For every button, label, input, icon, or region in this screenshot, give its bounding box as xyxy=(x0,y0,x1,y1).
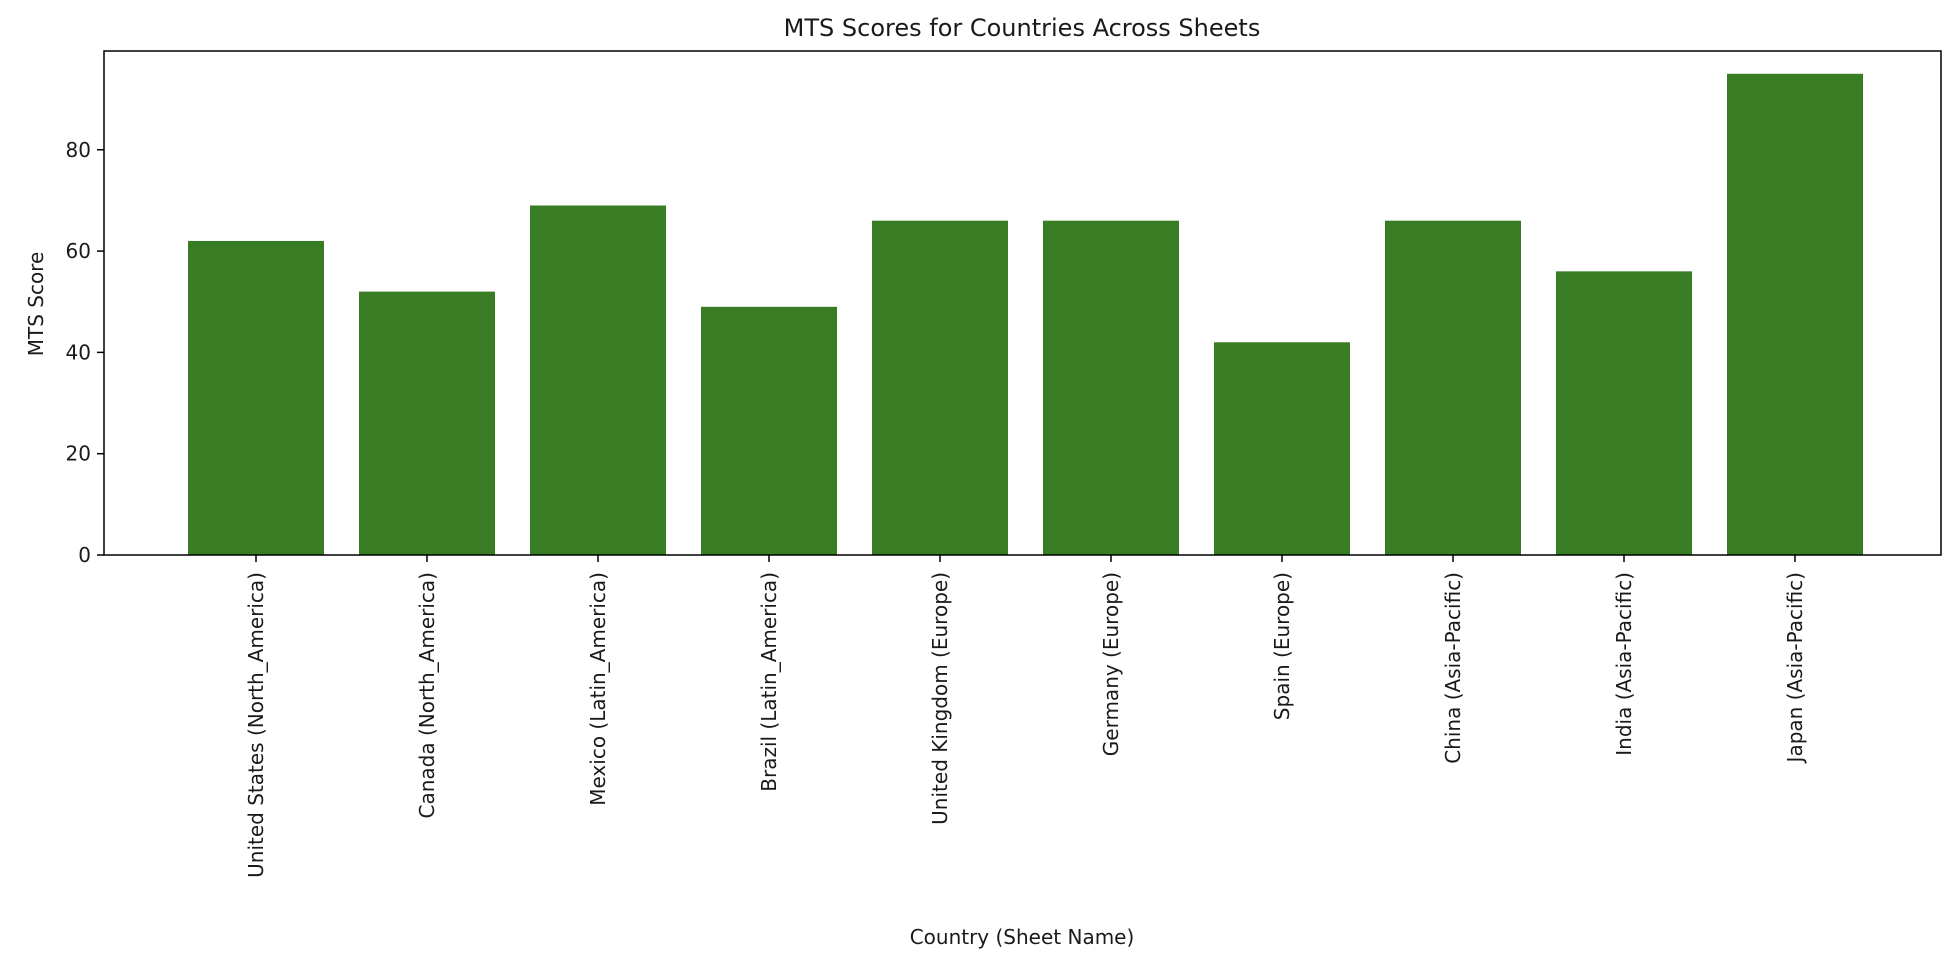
bar-9 xyxy=(1556,271,1692,555)
bar-2 xyxy=(359,291,495,555)
y-tick-label: 20 xyxy=(66,442,91,466)
x-tick-label: United States (North_America) xyxy=(244,572,268,878)
bar-1 xyxy=(188,240,324,555)
plot-frame xyxy=(103,50,1942,556)
y-tick-label: 0 xyxy=(78,543,91,567)
bar-10 xyxy=(1727,73,1863,555)
y-axis-label: MTS Score xyxy=(24,252,48,357)
bar-3 xyxy=(530,205,666,555)
bar-5 xyxy=(872,220,1008,555)
y-tick-label: 40 xyxy=(66,340,91,364)
x-tick-label: India (Asia-Pacific) xyxy=(1612,572,1636,756)
x-tick-label: China (Asia-Pacific) xyxy=(1441,572,1465,764)
y-tick-label: 60 xyxy=(66,239,91,263)
x-axis-label: Country (Sheet Name) xyxy=(910,925,1135,949)
x-tick-label: Germany (Europe) xyxy=(1099,572,1123,756)
x-tick-label: Japan (Asia-Pacific) xyxy=(1783,572,1807,764)
y-tick-label: 80 xyxy=(66,138,91,162)
x-tick-label: Canada (North_America) xyxy=(415,572,439,819)
x-tick-label: Spain (Europe) xyxy=(1270,572,1294,720)
plot-area: 0 20 40 60 80 United States (North_America) Ca… xyxy=(66,50,1942,878)
bar-6 xyxy=(1043,220,1179,555)
x-tick-label: Mexico (Latin_America) xyxy=(586,572,610,806)
x-tick-label: United Kingdom (Europe) xyxy=(928,572,952,825)
bar-7 xyxy=(1214,342,1350,555)
bar-8 xyxy=(1385,220,1521,555)
bar-4 xyxy=(701,306,837,555)
chart-title: MTS Scores for Countries Across Sheets xyxy=(784,14,1261,42)
x-tick-label: Brazil (Latin_America) xyxy=(757,572,781,792)
